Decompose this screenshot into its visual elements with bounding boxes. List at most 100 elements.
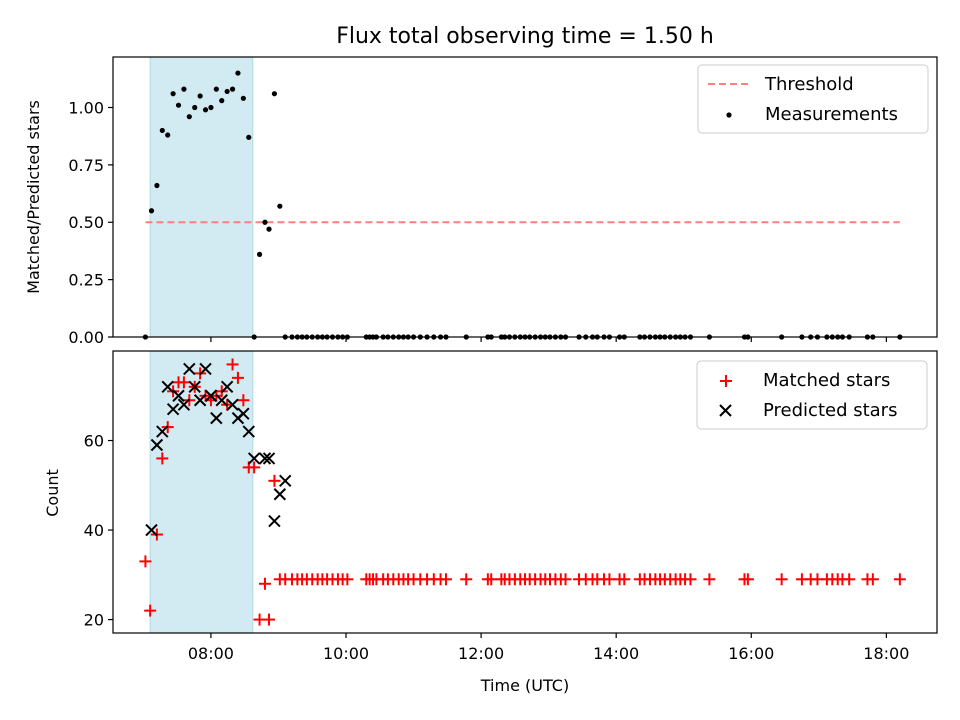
matched-star-point xyxy=(775,573,788,586)
matched-star-point xyxy=(268,474,281,487)
measurement-point xyxy=(277,203,283,209)
matched-star-point xyxy=(741,573,754,586)
matched-star-point xyxy=(231,371,244,384)
predicted-star-point xyxy=(204,389,218,402)
matched-star-point xyxy=(843,573,856,586)
predicted-star-point xyxy=(258,452,272,465)
x-tick-label: 14:00 xyxy=(593,644,639,663)
matched-star-point xyxy=(263,613,276,626)
top-subplot: Flux total observing time = 1.50 h 0.000… xyxy=(24,24,938,347)
predicted-star-point xyxy=(279,474,292,488)
bottom-axes-frame xyxy=(112,350,938,634)
top-axes-frame xyxy=(112,56,938,338)
predicted-star-point xyxy=(247,452,261,465)
legend-predicted-label: Predicted stars xyxy=(763,400,897,421)
bottom-legend: Matched stars Predicted stars xyxy=(696,360,928,430)
predicted-star-point xyxy=(145,523,158,537)
y-tick-label: 1.00 xyxy=(68,98,104,117)
x-tick-label: 16:00 xyxy=(728,644,774,663)
matched-star-point xyxy=(144,604,157,617)
measurement-point xyxy=(181,86,187,92)
matched-star-point xyxy=(248,461,261,474)
matched-star-point xyxy=(559,573,572,586)
measurement-point xyxy=(262,219,268,225)
predicted-star-point xyxy=(193,394,207,407)
chart-title: Flux total observing time = 1.50 h xyxy=(336,24,714,49)
legend-threshold-label: Threshold xyxy=(764,74,854,95)
observing-window-band xyxy=(149,56,254,338)
predicted-star-point xyxy=(237,407,250,420)
y-tick-label: 0.00 xyxy=(68,328,104,347)
top-y-ticks: 0.00 0.25 0.50 0.75 1.00 xyxy=(68,98,113,347)
measurement-point xyxy=(197,93,203,99)
measurement-point xyxy=(246,134,252,140)
bottom-y-ticks: 20 40 60 xyxy=(84,432,113,630)
measurement-point xyxy=(271,91,278,97)
top-legend: Threshold Measurements xyxy=(697,64,929,134)
predicted-star-point xyxy=(161,380,174,394)
predicted-star-point xyxy=(172,389,185,402)
predicted-star-point xyxy=(166,402,180,416)
predicted-star-point xyxy=(215,394,228,407)
matched-star-point xyxy=(866,573,879,586)
predicted-star-point xyxy=(242,425,255,438)
x-axis-label: Time (UTC) xyxy=(480,676,569,695)
x-tick-label: 12:00 xyxy=(458,644,504,663)
predicted-star-point xyxy=(268,514,281,528)
predicted-star-point xyxy=(150,438,164,452)
predicted-star-point xyxy=(177,398,191,411)
matched-star-point xyxy=(156,452,169,465)
measurement-point xyxy=(165,132,171,138)
measurement-point xyxy=(266,226,272,232)
measurement-point xyxy=(154,182,160,189)
bottom-legend-box xyxy=(696,360,928,430)
predicted-star-point xyxy=(210,411,223,425)
y-tick-label: 0.50 xyxy=(68,213,104,232)
legend-measurements-swatch xyxy=(726,112,732,118)
span-rect xyxy=(149,350,254,634)
predicted-star-point xyxy=(273,488,287,501)
x-tick-label: 08:00 xyxy=(188,644,234,663)
predicted-star-point xyxy=(156,425,169,438)
matched-star-point xyxy=(439,573,452,586)
matched-star-point xyxy=(893,573,906,586)
span-rect xyxy=(149,56,254,338)
bottom-y-axis-label: Count xyxy=(43,469,62,517)
x-tick-label: 18:00 xyxy=(863,644,909,663)
legend-predicted-swatch xyxy=(719,404,732,417)
matched-star-point xyxy=(139,555,152,568)
bottom-x-ticks: 08:00 10:00 12:00 14:00 16:00 18:00 xyxy=(188,633,909,663)
legend-measurements-label: Measurements xyxy=(765,104,898,125)
measurement-point xyxy=(175,102,182,108)
predicted-star-point xyxy=(188,380,201,394)
measurement-point xyxy=(192,104,198,111)
predicted-star-point xyxy=(262,452,276,465)
matched-star-point xyxy=(485,573,498,586)
matched-star-point xyxy=(703,573,716,586)
measurement-point xyxy=(219,98,225,104)
matched-star-point xyxy=(226,358,239,371)
measurement-point xyxy=(170,91,176,97)
measurement-point xyxy=(224,88,230,95)
measurement-point xyxy=(229,86,236,92)
matched-star-point xyxy=(618,573,631,586)
predicted-star-point xyxy=(183,362,196,376)
top-y-axis-label: Matched/Predicted stars xyxy=(24,100,43,294)
y-tick-label: 0.75 xyxy=(68,156,104,175)
measurement-point xyxy=(235,70,241,76)
measurement-point xyxy=(202,107,209,113)
y-tick-label: 60 xyxy=(84,432,104,451)
measurement-point xyxy=(148,208,155,214)
matched-star-point xyxy=(237,394,250,407)
measurement-point xyxy=(240,95,246,101)
matched-star-point xyxy=(258,577,271,590)
top-x-ticks xyxy=(210,337,887,342)
matched-star-point xyxy=(460,573,473,586)
observing-window-band xyxy=(149,350,254,634)
matched-star-point xyxy=(603,573,616,586)
y-tick-label: 0.25 xyxy=(68,271,104,290)
measurement-point xyxy=(256,251,263,257)
measurement-point xyxy=(213,86,219,92)
measurement-point xyxy=(159,127,165,134)
